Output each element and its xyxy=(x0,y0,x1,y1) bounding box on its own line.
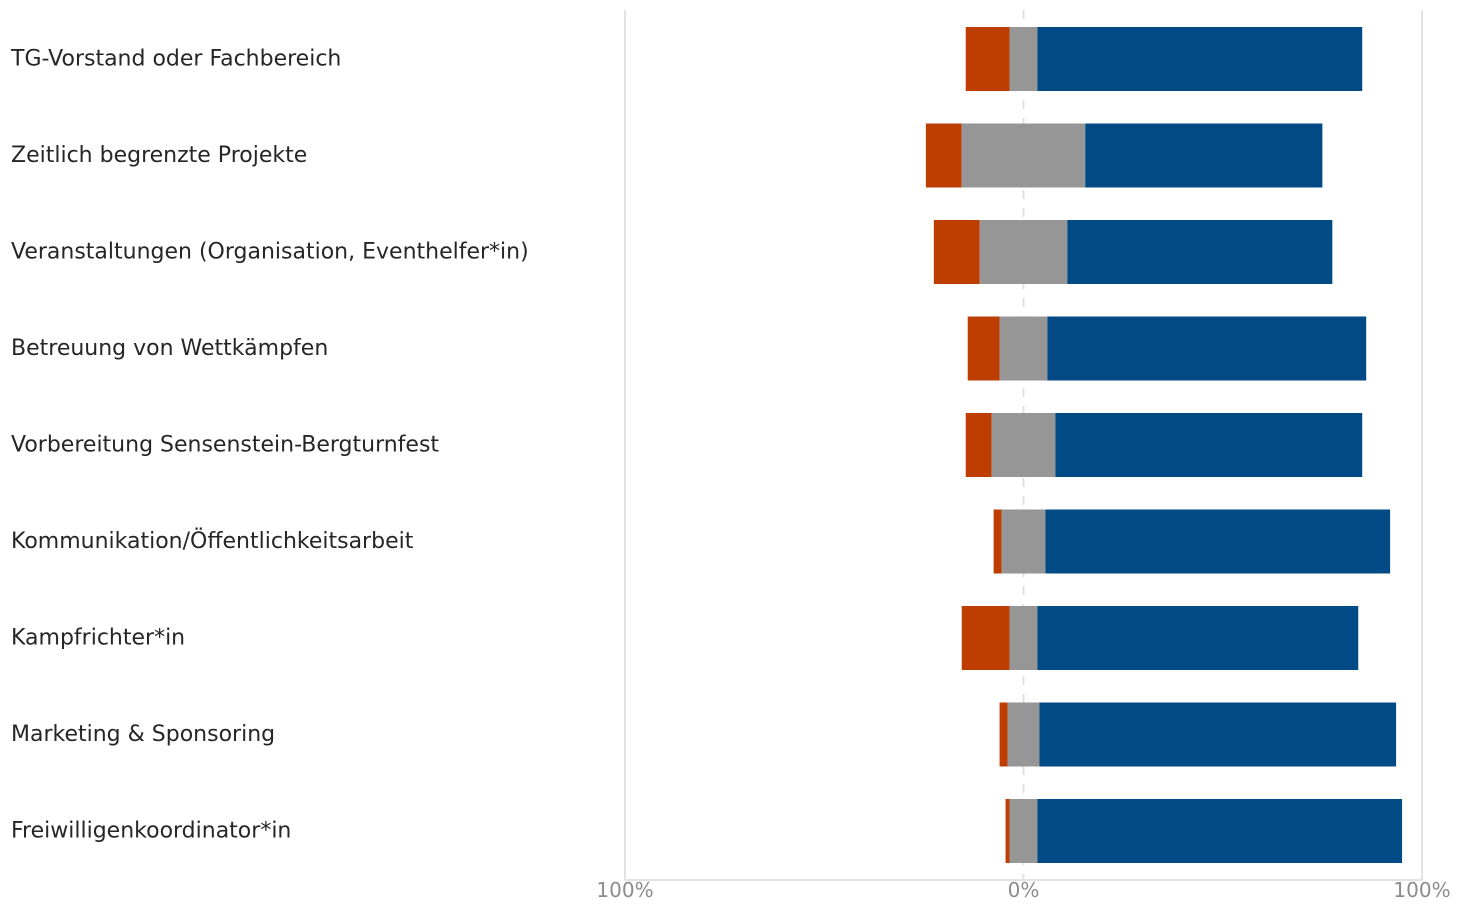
bar-segment-neutral xyxy=(1009,799,1038,863)
x-tick-label: 0% xyxy=(1008,878,1040,902)
bar-segment-positive xyxy=(1085,123,1323,188)
bar-segment-neutral xyxy=(1009,27,1038,91)
bar-segment-neutral xyxy=(1007,702,1040,767)
bar-segment-neutral xyxy=(991,413,1056,477)
bar-segment-positive xyxy=(1037,606,1359,670)
bar-segment-negative xyxy=(999,702,1008,767)
bar-segment-negative xyxy=(965,27,1010,91)
bar-segment-negative xyxy=(925,123,962,188)
category-label: Veranstaltungen (Organisation, Eventhelf… xyxy=(11,240,529,265)
category-label: Betreuung von Wettkämpfen xyxy=(11,336,328,361)
bar-segment-positive xyxy=(1045,509,1391,574)
category-label: Freiwilligenkoordinator*in xyxy=(11,819,291,844)
bar-segment-negative xyxy=(961,606,1010,670)
bar-segment-positive xyxy=(1037,27,1363,91)
x-tick-label: 100% xyxy=(596,878,653,902)
bar-segment-positive xyxy=(1047,316,1367,381)
category-label: Kommunikation/Öffentlichkeitsarbeit xyxy=(11,528,414,554)
bar-segment-negative xyxy=(933,220,980,284)
x-axis-tick-labels: 100% 0% 100% xyxy=(596,878,1450,902)
bar-segment-negative xyxy=(993,509,1002,574)
bar-segment-negative xyxy=(967,316,1000,381)
bar-segment-negative xyxy=(965,413,992,477)
category-label: Zeitlich begrenzte Projekte xyxy=(11,143,307,168)
bar-segment-neutral xyxy=(999,316,1048,381)
category-labels: TG-Vorstand oder Fachbereich Zeitlich beg… xyxy=(10,47,529,844)
category-label: Kampfrichter*in xyxy=(11,626,185,651)
x-tick-label: 100% xyxy=(1393,878,1450,902)
bar-segment-negative xyxy=(1005,799,1010,863)
bar-segment-neutral xyxy=(979,220,1068,284)
bar-segment-neutral xyxy=(1001,509,1046,574)
category-label: Vorbereitung Sensenstein-Bergturnfest xyxy=(11,433,439,458)
category-label: Marketing & Sponsoring xyxy=(11,722,275,747)
bar-segment-neutral xyxy=(961,123,1086,188)
bar-segment-positive xyxy=(1039,702,1397,767)
bars xyxy=(925,27,1403,863)
bar-segment-positive xyxy=(1055,413,1363,477)
bar-segment-neutral xyxy=(1009,606,1038,670)
bar-segment-positive xyxy=(1067,220,1333,284)
category-label: TG-Vorstand oder Fachbereich xyxy=(10,47,341,72)
bar-segment-positive xyxy=(1037,799,1403,863)
